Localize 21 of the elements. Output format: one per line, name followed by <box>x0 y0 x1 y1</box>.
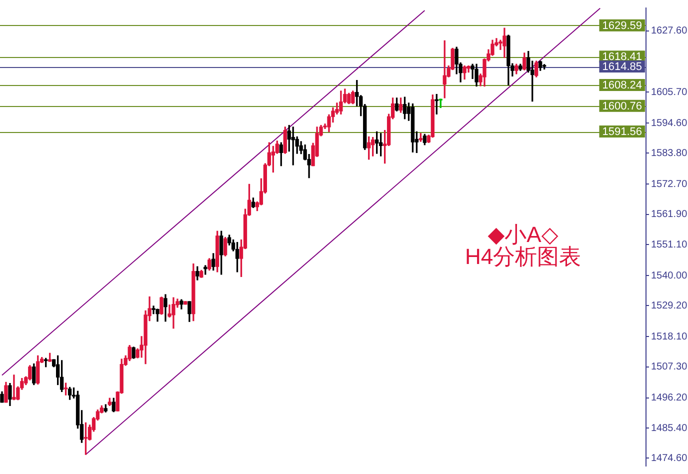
ref-line-label: 1600.76 <box>602 100 642 112</box>
y-tick-label: 1496.20 <box>651 392 688 404</box>
y-tick-label: 1551.10 <box>651 239 688 250</box>
candlestick <box>184 301 188 305</box>
y-tick-label: 1594.60 <box>651 118 688 129</box>
ref-line-label: 1608.24 <box>602 80 642 92</box>
y-tick-label: 1485.40 <box>651 422 688 434</box>
y-tick-label: 1605.70 <box>651 86 688 98</box>
y-tick-label: 1529.20 <box>651 300 688 312</box>
y-tick-label: 1474.60 <box>651 452 688 464</box>
y-tick-label: 1572.70 <box>651 178 688 190</box>
y-tick-label: 1561.90 <box>651 209 688 220</box>
ref-line-label: 1629.59 <box>602 20 642 32</box>
y-tick-label: 1627.60 <box>651 26 688 37</box>
y-tick-label: 1518.10 <box>651 331 688 342</box>
ref-line-label: 1591.56 <box>602 126 642 138</box>
y-tick-label: 1583.80 <box>651 148 688 159</box>
y-tick-label: 1540.00 <box>651 270 688 282</box>
ref-line-label: 1618.41 <box>602 51 642 64</box>
y-tick-label: 1507.30 <box>651 362 688 373</box>
ref-line-label: 1614.85 <box>602 61 642 74</box>
